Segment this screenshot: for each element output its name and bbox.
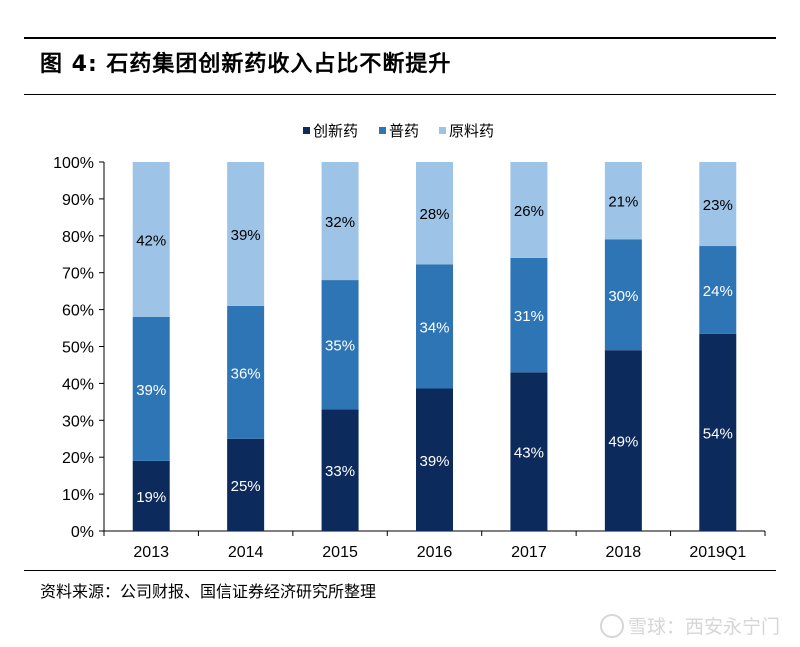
bar-segment	[227, 162, 265, 306]
figure-title: 图 4: 石药集团创新药收入占比不断提升	[40, 52, 452, 77]
data-label: 28%	[419, 206, 449, 223]
data-label: 42%	[136, 232, 166, 249]
bar-segment	[321, 280, 359, 410]
bar-segment	[132, 316, 170, 461]
x-tick-label: 2014	[228, 544, 264, 561]
data-label: 21%	[608, 194, 638, 211]
y-tick-label: 100%	[53, 155, 94, 172]
bar-segment	[416, 162, 453, 265]
bar-segment	[604, 239, 642, 351]
data-label: 25%	[231, 478, 261, 495]
bar-segment	[416, 264, 453, 389]
legend-swatch-2	[439, 127, 446, 134]
legend-label-1: 普药	[389, 122, 419, 140]
bar-segment	[510, 257, 548, 373]
bar-segment	[699, 246, 737, 334]
data-label: 33%	[325, 463, 355, 480]
y-tick-label: 60%	[62, 303, 94, 320]
y-tick-label: 80%	[62, 229, 94, 246]
x-tick-label: 2015	[322, 544, 358, 561]
bar-segment	[321, 162, 359, 281]
y-tick-label: 30%	[62, 413, 94, 430]
y-tick-label: 50%	[62, 340, 94, 357]
y-axis: 0% 10% 20% 30% 40% 50% 60% 70% 80% 90% 100%	[53, 155, 105, 541]
y-tick-label: 10%	[62, 487, 94, 504]
x-tick-label: 2019Q1	[689, 544, 746, 561]
bar-segment	[416, 388, 453, 531]
data-label: 32%	[325, 214, 355, 231]
snowball-logo-icon	[600, 613, 624, 638]
source-note: 资料来源：公司财报、国信证券经济研究所整理	[40, 582, 377, 601]
bar-segment	[604, 162, 642, 240]
x-tick-label: 2013	[133, 544, 169, 561]
legend-swatch-0	[303, 127, 310, 134]
data-label: 30%	[608, 288, 638, 305]
stacked-bar-chart: 创新药 普药 原料药 0% 10% 20% 30% 40% 50% 60% 70% 80% 90% 10…	[53, 122, 766, 561]
watermark-text: 雪球：西安永宁门	[628, 616, 781, 638]
bar-segment	[699, 162, 737, 247]
legend-swatch-1	[379, 127, 386, 134]
legend-label-0: 创新药	[313, 122, 358, 140]
data-label: 26%	[514, 203, 544, 220]
data-label: 43%	[514, 445, 544, 462]
bar-segment	[510, 162, 548, 258]
bar-segment	[321, 409, 359, 531]
y-tick-label: 90%	[62, 192, 94, 209]
data-label: 39%	[231, 227, 261, 244]
data-label: 49%	[608, 434, 638, 451]
bar-segment	[227, 305, 265, 439]
bar-segment	[604, 350, 642, 531]
x-tick-label: 2018	[606, 544, 642, 561]
bar-segment	[510, 372, 548, 531]
bar-segment	[132, 162, 170, 317]
y-tick-label: 40%	[62, 376, 94, 393]
title-rule	[24, 94, 776, 95]
data-label: 24%	[703, 283, 733, 300]
data-label: 31%	[514, 308, 544, 325]
bar-segment	[699, 333, 737, 531]
legend-label-2: 原料药	[449, 122, 494, 140]
bar-segment	[227, 438, 265, 531]
chart-legend: 创新药 普药 原料药	[303, 122, 494, 140]
watermark: 雪球：西安永宁门	[600, 612, 780, 639]
data-label: 36%	[231, 365, 261, 382]
data-label: 35%	[325, 338, 355, 355]
y-tick-label: 70%	[62, 266, 94, 283]
y-tick-label: 20%	[62, 450, 94, 467]
data-label: 39%	[419, 453, 449, 470]
bar-group: 19% 39% 42% 25% 36% 39% 33% 35% 32% 39% 34% 28% 43% 3…	[132, 162, 737, 531]
x-tick-label: 2016	[417, 544, 453, 561]
source-rule	[24, 570, 776, 571]
x-tick-label: 2017	[511, 544, 547, 561]
data-label: 19%	[136, 489, 166, 506]
data-label: 23%	[703, 197, 733, 214]
top-rule	[24, 37, 776, 39]
x-axis: 2013 2014 2015 2016 2017 2018 2019Q1	[103, 530, 766, 561]
data-label: 54%	[703, 425, 733, 442]
bar-segment	[132, 460, 170, 531]
y-tick-label: 0%	[71, 524, 94, 541]
data-label: 39%	[136, 382, 166, 399]
data-label: 34%	[419, 319, 449, 336]
